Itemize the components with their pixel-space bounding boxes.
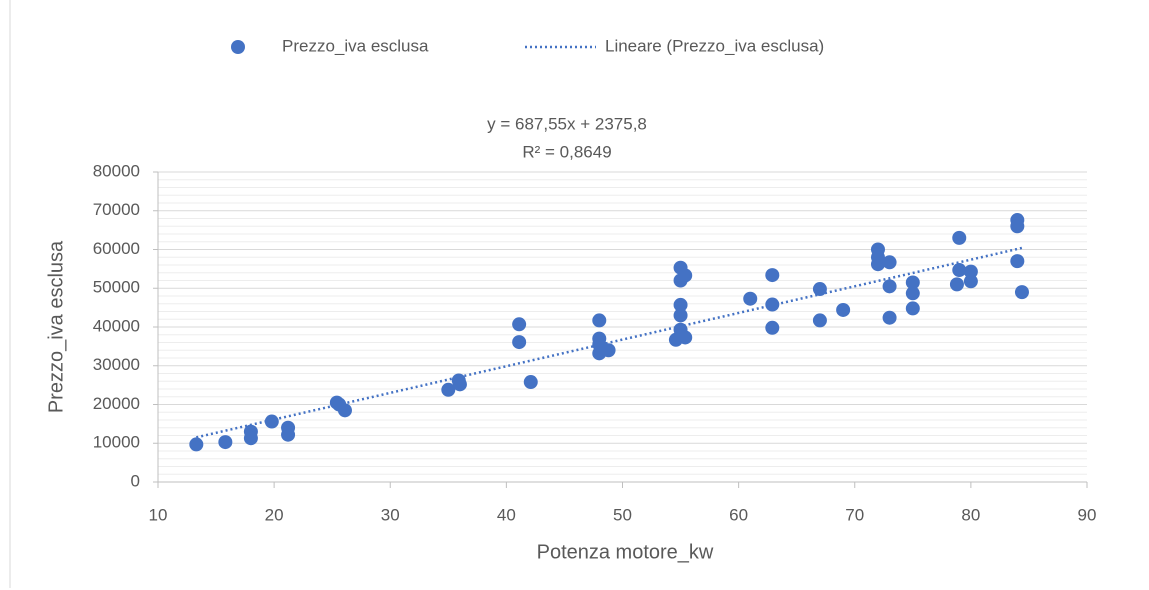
point: [952, 263, 967, 278]
point: [441, 382, 456, 397]
point: [952, 230, 967, 245]
y-tick-label: 10000: [93, 433, 140, 452]
point: [836, 302, 851, 317]
point: [882, 310, 897, 325]
point: [673, 308, 688, 323]
legend-marker: [231, 40, 245, 54]
point: [337, 403, 352, 418]
point: [281, 427, 296, 442]
point: [905, 286, 920, 301]
point: [1014, 285, 1029, 300]
point: [592, 313, 607, 328]
point: [905, 275, 920, 290]
point: [765, 320, 780, 335]
point: [743, 291, 758, 306]
x-tick-label: 50: [613, 505, 632, 524]
y-tick-label: 40000: [93, 316, 140, 335]
point: [949, 277, 964, 292]
x-tick-label: 30: [381, 505, 400, 524]
point: [452, 377, 467, 392]
point: [601, 343, 616, 358]
x-tick-label: 70: [845, 505, 864, 524]
point: [905, 301, 920, 316]
y-tick-label: 60000: [93, 239, 140, 258]
point: [812, 313, 827, 328]
y-tick-label: 70000: [93, 200, 140, 219]
point: [189, 437, 204, 452]
point: [264, 414, 279, 429]
x-tick-label: 40: [497, 505, 516, 524]
x-tick-label: 90: [1078, 505, 1097, 524]
y-axis-title: Prezzo_iva esclusa: [45, 240, 67, 413]
y-tick-label: 80000: [93, 161, 140, 180]
r-squared: R² = 0,8649: [522, 142, 611, 161]
y-tick-label: 20000: [93, 394, 140, 413]
y-tick-label: 0: [131, 471, 140, 490]
point: [765, 268, 780, 283]
point: [963, 264, 978, 279]
x-tick-label: 20: [265, 505, 284, 524]
y-tick-label: 50000: [93, 278, 140, 297]
point: [678, 330, 693, 345]
x-tick-label: 60: [729, 505, 748, 524]
legend-label: Lineare (Prezzo_iva esclusa): [605, 36, 824, 55]
point: [963, 274, 978, 289]
point: [765, 297, 780, 312]
x-tick-label: 80: [961, 505, 980, 524]
point: [1010, 219, 1025, 234]
x-tick-label: 10: [149, 505, 168, 524]
point: [243, 431, 258, 446]
point: [218, 435, 233, 450]
point: [523, 375, 538, 390]
y-tick-label: 30000: [93, 355, 140, 374]
legend-label: Prezzo_iva esclusa: [282, 36, 429, 55]
point: [882, 255, 897, 270]
point: [512, 335, 527, 350]
equation: y = 687,55x + 2375,8: [487, 114, 647, 133]
point: [512, 317, 527, 332]
point: [673, 297, 688, 312]
point: [812, 282, 827, 297]
point: [870, 250, 885, 265]
x-axis-title: Potenza motore_kw: [537, 541, 714, 563]
point: [882, 279, 897, 294]
point: [1010, 254, 1025, 269]
point: [678, 268, 693, 283]
